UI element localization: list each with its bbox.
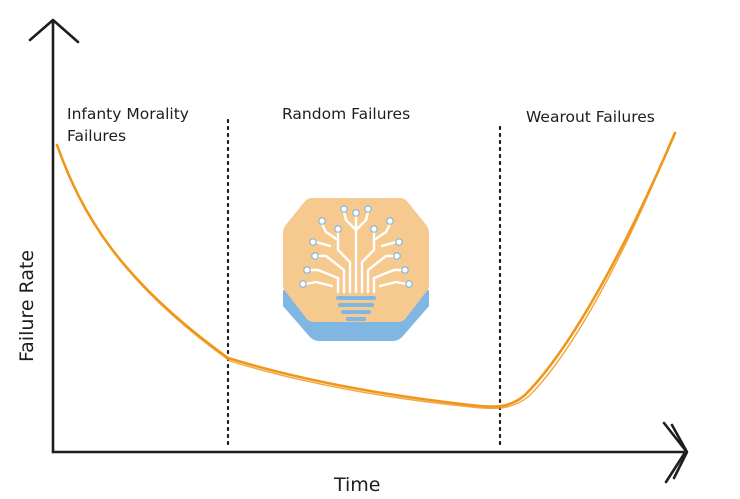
region-label-infant-line1: Infanty Morality: [67, 105, 189, 123]
region-label-infant-line2: Failures: [67, 127, 126, 145]
y-axis-label: Failure Rate: [16, 250, 38, 362]
x-axis: [51, 421, 689, 484]
y-axis: [28, 18, 80, 454]
failure-rate-curve: [55, 131, 677, 410]
region-label-wearout: Wearout Failures: [526, 108, 655, 126]
circuit-tree-lightbulb-icon: [283, 198, 429, 341]
region-label-random: Random Failures: [282, 105, 410, 123]
x-axis-label: Time: [333, 474, 381, 496]
